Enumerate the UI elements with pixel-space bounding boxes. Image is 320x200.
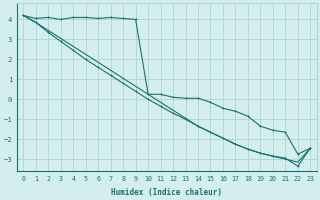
X-axis label: Humidex (Indice chaleur): Humidex (Indice chaleur) <box>111 188 222 197</box>
